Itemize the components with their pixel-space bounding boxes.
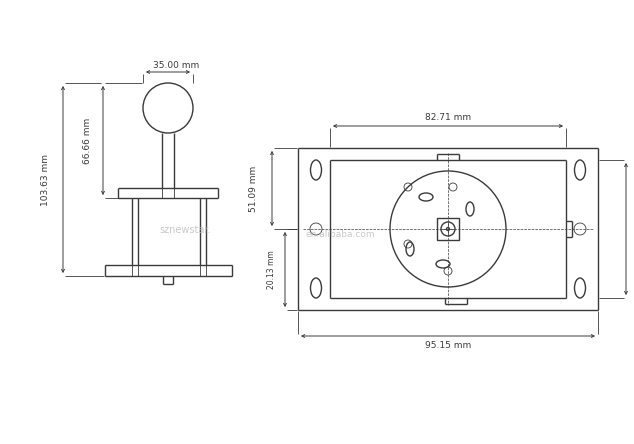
Bar [437,218,459,240]
Text: 35.00 mm: 35.00 mm [153,60,199,70]
Text: 20.13 mm: 20.13 mm [266,250,276,289]
Text: 95.15 mm: 95.15 mm [425,341,471,349]
Circle shape [446,227,450,230]
Text: 103.63 mm: 103.63 mm [41,154,49,206]
Text: 82.71 mm: 82.71 mm [425,114,471,123]
Text: sznewstar.: sznewstar. [159,225,210,235]
Text: 66.66 mm: 66.66 mm [82,117,91,164]
Text: en.alibaba.com: en.alibaba.com [305,230,375,239]
Text: 51.09 mm: 51.09 mm [250,165,259,212]
